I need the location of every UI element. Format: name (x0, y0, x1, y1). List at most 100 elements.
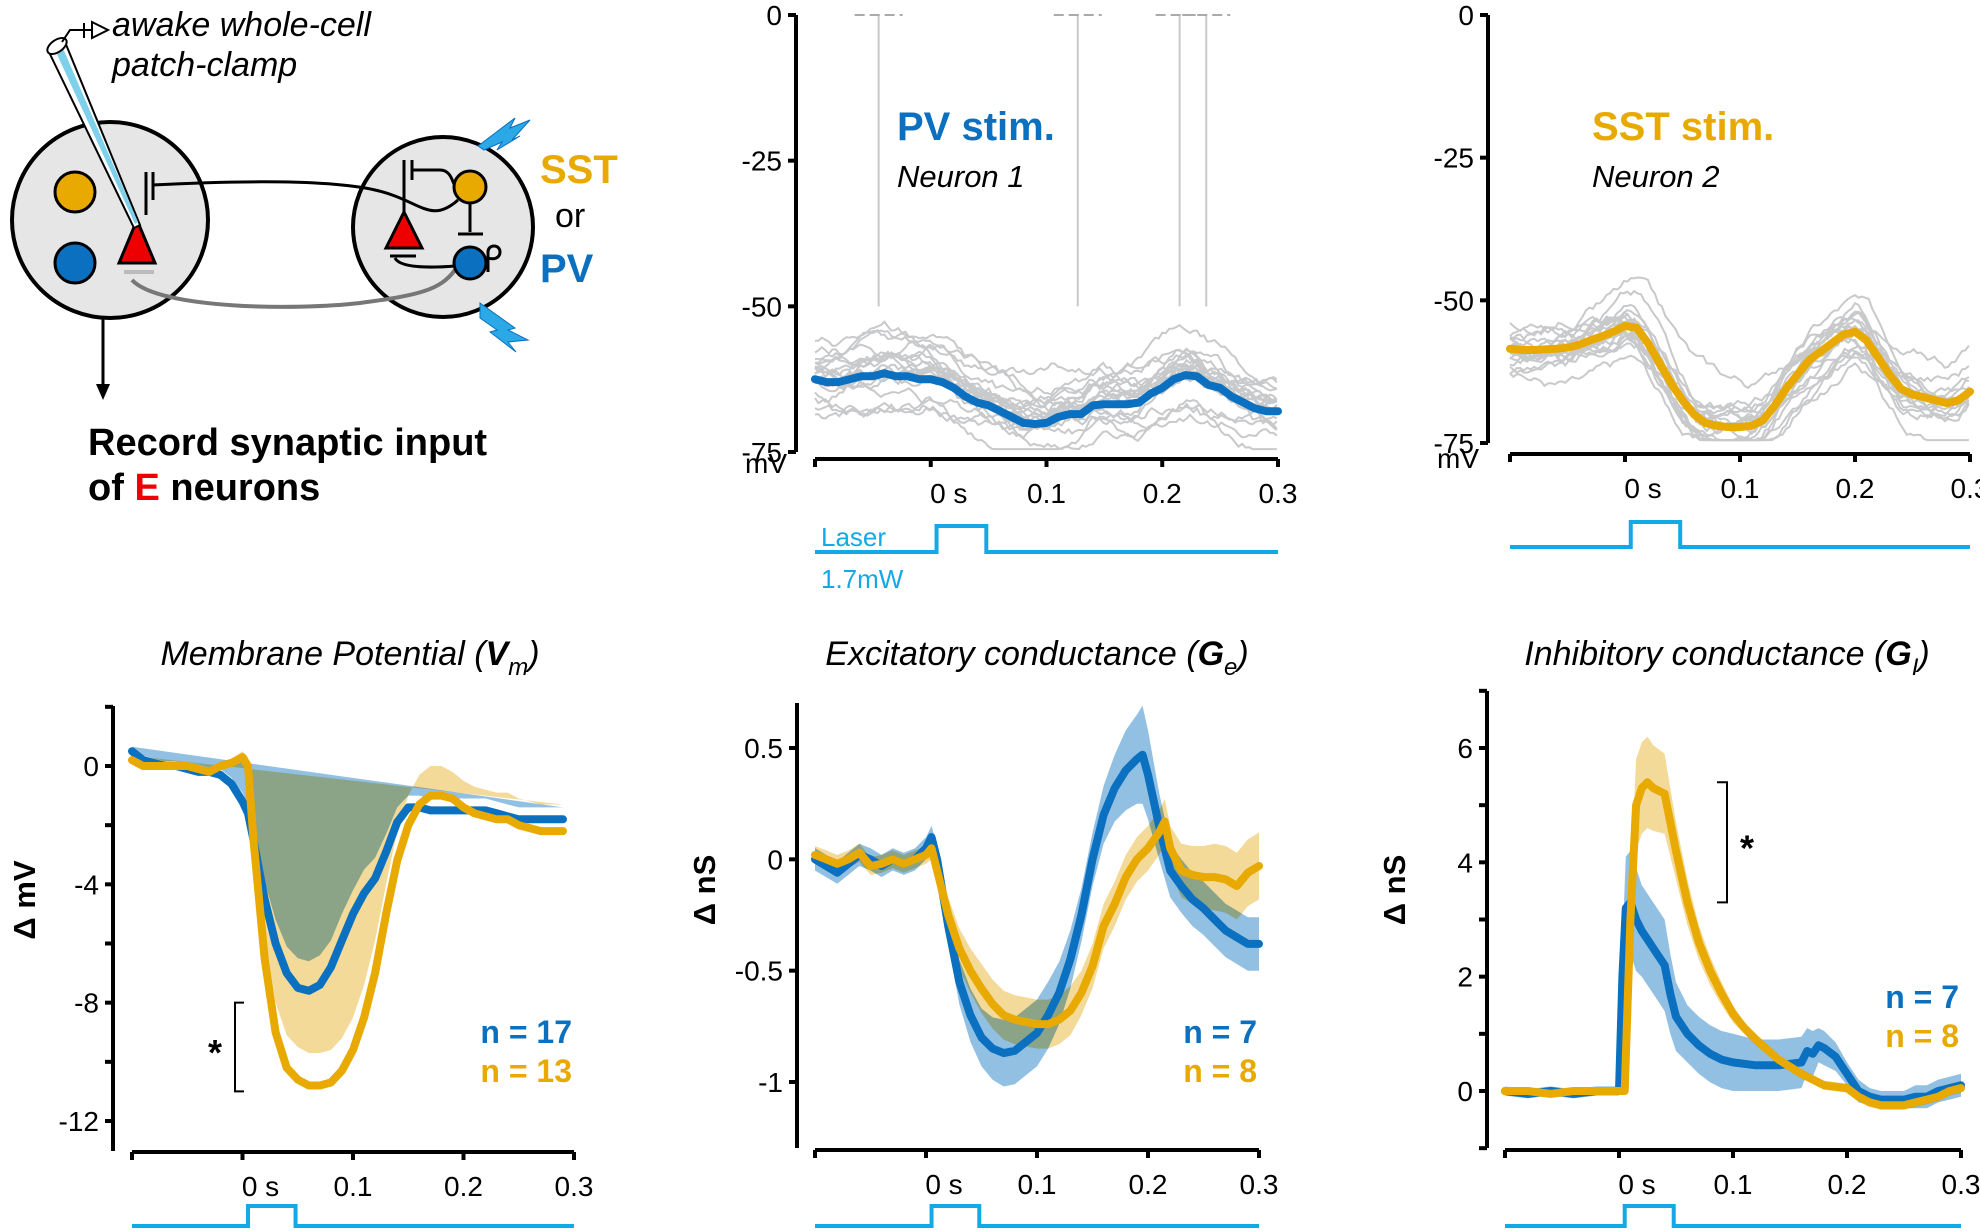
x-tick-label: 0.1 (1714, 1169, 1753, 1200)
y-tick-label: -50 (742, 291, 782, 322)
y-tick-label: -25 (1434, 143, 1474, 174)
pyramidal-neuron-icon (116, 216, 158, 265)
y-tick-label: -75 (1434, 428, 1474, 459)
x-tick-label: 0.1 (1018, 1169, 1057, 1200)
trial-trace (814, 320, 1278, 396)
record-label-line2: of E neurons (88, 467, 320, 509)
record-label-neurons: neurons (160, 467, 320, 509)
record-label-e-highlight: E (134, 467, 159, 509)
trial-trace (814, 338, 1278, 390)
y-tick-label: -50 (1434, 285, 1474, 316)
y-axis-label: Δ nS (687, 855, 722, 926)
n-label-pv: n = 17 (480, 1014, 572, 1050)
mean-trace-sst (1501, 778, 1965, 1110)
or-label: or (555, 197, 585, 235)
excitatory-conductance-chart: 0.5 0 -0.5 -1 0 s 0.1 0.2 0.3 Excitatory conduct… (687, 635, 1279, 1228)
trial-trace (1509, 309, 1970, 412)
sst-example-chart: 0 -25 -50 -75 0 s 0.1 0.2 0.3 mV SST stim. Neuron … (1434, 0, 1980, 549)
y-tick-label: -0.5 (735, 956, 783, 987)
y-unit-label: mV (1437, 443, 1479, 474)
x-tick-label: 0 s (242, 1171, 279, 1202)
pv-neuron-left (53, 241, 97, 285)
chart-title: Inhibitory conductance (GI) (1524, 635, 1929, 681)
pv-autapse (486, 244, 502, 272)
trial-trace (814, 329, 1278, 415)
trial-trace (1509, 289, 1970, 420)
x-tick-label: 0 s (1618, 1169, 1655, 1200)
x-tick-label: 0.3 (1942, 1169, 1980, 1200)
chart-title-symbol: G (1198, 635, 1224, 673)
chart-title-close: ) (1233, 635, 1248, 673)
y-tick-label: 0 (1457, 1076, 1473, 1107)
y-tick-label: -8 (74, 988, 99, 1019)
stimulated-site-circle (351, 135, 535, 319)
trial-trace (814, 351, 1278, 420)
y-axis-label: Δ nS (1377, 855, 1412, 926)
n-label-sst: n = 13 (480, 1053, 572, 1089)
x-tick-label: 0.3 (1240, 1169, 1279, 1200)
sst-label: SST (540, 148, 618, 192)
chart-title-subscript: I (1912, 654, 1919, 681)
n-label-pv: n = 7 (1885, 979, 1959, 1015)
sst-neuron-left (53, 170, 97, 214)
x-tick-label: 0.2 (1836, 473, 1875, 504)
chart-title: Excitatory conductance (Ge) (825, 635, 1248, 681)
chart-subtitle: Neuron 2 (1592, 159, 1720, 194)
n-label-sst: n = 8 (1885, 1018, 1959, 1054)
technique-label-line1: awake whole-cell (112, 6, 372, 44)
mean-trace (1506, 322, 1974, 431)
sem-band-pv (815, 705, 1259, 1087)
y-tick-label: -1 (758, 1067, 783, 1098)
laser-label: Laser (821, 522, 886, 552)
pyramidal-neuron-right (383, 208, 425, 250)
laser-bolt-icon (477, 117, 531, 151)
chart-title-close: ) (1914, 635, 1929, 673)
x-tick-label: 0.2 (1129, 1169, 1168, 1200)
pv-example-chart: 0 -25 -50 -75 0 s 0.1 0.2 0.3 Laser 1.7mW mV PV sti… (742, 0, 1298, 594)
mean-trace-sst (128, 753, 567, 1090)
y-tick-label: 0.5 (744, 733, 783, 764)
mean-trace (811, 369, 1282, 428)
significance-star: * (1740, 827, 1754, 868)
laser-pulse-trace (1505, 1204, 1961, 1228)
n-label-pv: n = 7 (1183, 1014, 1257, 1050)
chart-title-close: ) (524, 635, 539, 673)
synapse-grey (124, 270, 154, 274)
patch-pipette-icon (46, 20, 142, 230)
chart-subtitle: Neuron 1 (897, 159, 1025, 194)
y-tick-label: 0 (83, 751, 99, 782)
chart-title-symbol: V (486, 635, 512, 673)
y-tick-label: -4 (74, 869, 99, 900)
pv-projection (130, 268, 457, 309)
chart-title: Membrane Potential (Vm) (160, 635, 539, 681)
technique-label-line2: patch-clamp (111, 46, 297, 84)
chart-title: SST stim. (1592, 105, 1774, 149)
x-tick-label: 0.2 (1828, 1169, 1867, 1200)
mean-trace-pv (1501, 898, 1965, 1104)
chart-title: PV stim. (897, 105, 1055, 149)
record-label-of: of (88, 467, 134, 509)
sem-band-sst (132, 751, 563, 1053)
y-tick-label: -75 (742, 437, 782, 468)
sem-band-pv (1505, 850, 1961, 1109)
y-tick-label: 2 (1457, 962, 1473, 993)
x-tick-label: 0 s (925, 1169, 962, 1200)
x-tick-label: 0.2 (444, 1171, 483, 1202)
laser-bolt-icon (479, 302, 530, 353)
x-tick-label: 0.1 (334, 1171, 373, 1202)
trial-trace (814, 395, 1278, 443)
y-tick-label: 0 (767, 844, 783, 875)
x-tick-label: 0.2 (1143, 478, 1182, 509)
x-tick-label: 0.1 (1721, 473, 1760, 504)
down-arrow-head (96, 384, 110, 400)
laser-pulse-trace (815, 1204, 1259, 1228)
laser-pulse-trace (815, 524, 1278, 554)
x-tick-label: 0.3 (1259, 478, 1298, 509)
y-tick-label: 6 (1457, 733, 1473, 764)
laser-pulse-trace (1510, 520, 1970, 549)
pv-label: PV (540, 247, 594, 291)
y-tick-label: -25 (742, 146, 782, 177)
x-tick-label: 0.3 (1951, 473, 1980, 504)
chart-title-subscript: m (508, 654, 528, 681)
